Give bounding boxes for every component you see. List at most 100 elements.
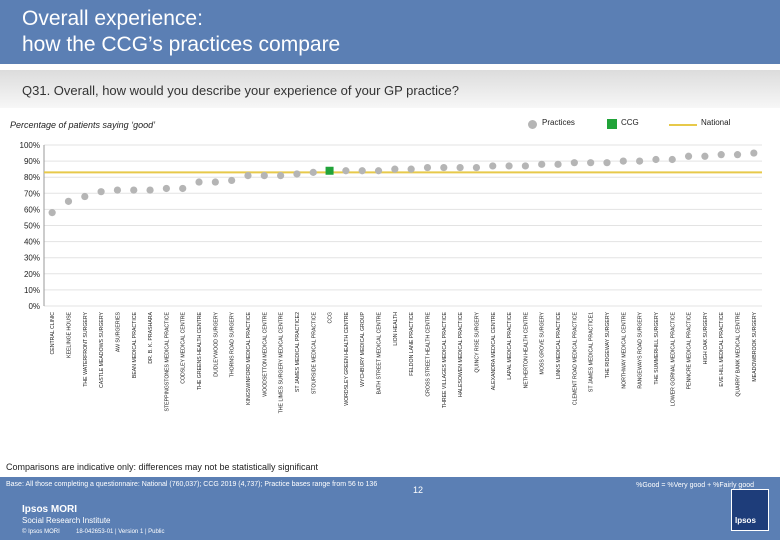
practice-marker [113,186,122,194]
practice-marker [619,157,627,165]
practice-marker [423,163,432,172]
category-label: AW SURGERIES [115,311,121,352]
category-label: RANGEWAYS ROAD SURGERY [638,311,644,388]
category-label: STOURSIDE MEDICAL PRACTICE [311,311,317,394]
category-label: CASTLE MEADOWS SURGERY [99,311,105,388]
practice-marker [211,178,219,186]
ccg-marker [325,166,334,175]
category-label: CROSS STREET HEALTH CENTRE [425,311,431,396]
category-label: STEPPINGSTONES MEDICAL PRACTICE [164,311,170,411]
slide-title: Overall experience: how the CCG’s practi… [22,7,341,56]
y-tick-label: 60% [24,205,40,214]
practice-marker [391,165,399,173]
practice-marker [505,162,513,170]
y-tick-label: 80% [24,173,40,182]
practice-marker [228,176,236,185]
practice-marker [701,152,709,160]
y-tick-label: 10% [24,286,40,295]
job-number: 18-042653-01 | Version 1 | Public [76,529,165,535]
category-label: MOSS GROVE SURGERY [540,311,546,374]
base-note: Base: All those completing a questionnai… [6,481,378,488]
practice-marker [489,162,497,170]
category-label: LAPAL MEDICAL PRACTICE [507,311,513,379]
practice-marker [48,209,56,217]
practice-marker [146,186,154,194]
legend-national-line [669,124,697,126]
category-label: HALESOWEN MEDICAL PRACTICE [458,311,464,397]
ipsos-logo-text: Ipsos [735,516,756,525]
practice-comparison-chart: 0% 10% 20% 30% 40% 50% 60% 70% 80% 90% 100% CENTRAL… [20,141,762,413]
practice-marker [603,159,611,167]
practice-marker [684,152,693,160]
practice-marker [195,178,203,186]
category-label: DR. B. K. PRASHARA [148,311,154,363]
y-tick-label: 100% [20,141,40,150]
category-label: ST JAMES MEDICAL PRACTICE1 [589,312,595,392]
category-label: FELDON LANE PRACTICE [409,311,415,375]
y-tick-label: 70% [24,189,40,198]
y-tick-label: 40% [24,238,40,247]
legend-practices-marker [528,120,537,129]
practice-marker [717,151,725,159]
chart-subtitle: Percentage of patients saying ‘good’ [10,120,156,130]
category-label: THE LIMES SURGERY MEDICAL CENTRE [279,311,285,413]
category-label: LOWER GORNAL MEDICAL PRACTICE [670,311,676,406]
category-label: LINKS MEDICAL PRACTICE [556,311,562,379]
category-label: NETHERTON HEALTH CENTRE [523,311,529,388]
practice-marker [668,155,676,164]
category-label: THREE VILLAGES MEDICAL PRACTICE [442,311,448,408]
category-label: EVE HILL MEDICAL PRACTICE [719,311,725,386]
sri-logo-text: Social Research Institute [22,516,111,525]
category-label: CODSLEY MEDICAL CENTRE [181,311,187,383]
category-label: THE GREENS HEALTH CENTRE [197,311,203,390]
comparison-note: Comparisons are indicative only: differe… [6,462,318,472]
practice-marker [162,184,170,193]
practice-marker [277,171,285,180]
category-label: CLEMENT ROAD MEDICAL PRACTICE [572,311,578,405]
category-label: HIGH OAK SURGERY [703,311,709,364]
practice-marker [81,192,89,201]
category-label: THE WATERFRONT SURGERY [83,311,89,386]
title-banner: Overall experience: how the CCG’s practi… [0,0,780,64]
practice-marker [456,163,464,172]
practice-marker [554,160,562,168]
practice-marker [587,159,595,167]
category-label: CCG [328,312,334,324]
category-label: BEAN MEDICAL PRACTICE [132,311,138,378]
ipsos-logo: Ipsos [731,489,769,531]
practice-marker [358,167,366,175]
footer-bar: Base: All those completing a questionnai… [0,477,780,540]
category-label: WOODSETTON MEDICAL CENTRE [262,311,268,396]
question-text: Q31. Overall, how would you describe you… [22,83,459,98]
page-number: 12 [413,485,424,495]
copyright: © Ipsos MORI [22,529,60,535]
category-label: DUDLEYWOOD SURGERY [213,311,219,376]
category-label: ALEXANDRA MEDICAL CENTRE [491,311,497,390]
category-label: MEADOWBROOK SURGERY [752,311,758,381]
ipsos-mori-logo-text: Ipsos MORI [22,504,78,515]
practice-marker [750,149,758,157]
practice-marker [538,160,546,168]
category-label: KINGSWINFORD MEDICAL PRACTICE [246,311,252,404]
category-label: BATH STREET MEDICAL CENTRE [377,311,383,394]
practice-marker [260,171,268,180]
legend-ccg-marker [607,119,617,129]
practice-marker [97,188,105,196]
practice-marker [440,163,448,172]
category-label: LION HEALTH [393,312,399,346]
practice-marker [179,184,187,193]
legend-national-label: National [701,118,731,127]
y-tick-label: 20% [24,270,40,279]
practice-marker [636,157,644,165]
question-banner: Q31. Overall, how would you describe you… [0,70,780,108]
practice-marker [570,159,578,167]
category-label: CENTRAL CLINIC [50,312,56,355]
category-label: KEELINGE HOUSE [66,311,72,357]
practice-marker [309,168,317,176]
category-label: NORTHWAY MEDICAL CENTRE [621,311,627,388]
practice-marker [244,171,252,180]
practice-marker [407,165,415,173]
practice-marker [374,167,383,175]
category-label: THORNS ROAD SURGERY [230,311,236,377]
category-label: THE SUMMERHILL SURGERY [654,311,660,384]
